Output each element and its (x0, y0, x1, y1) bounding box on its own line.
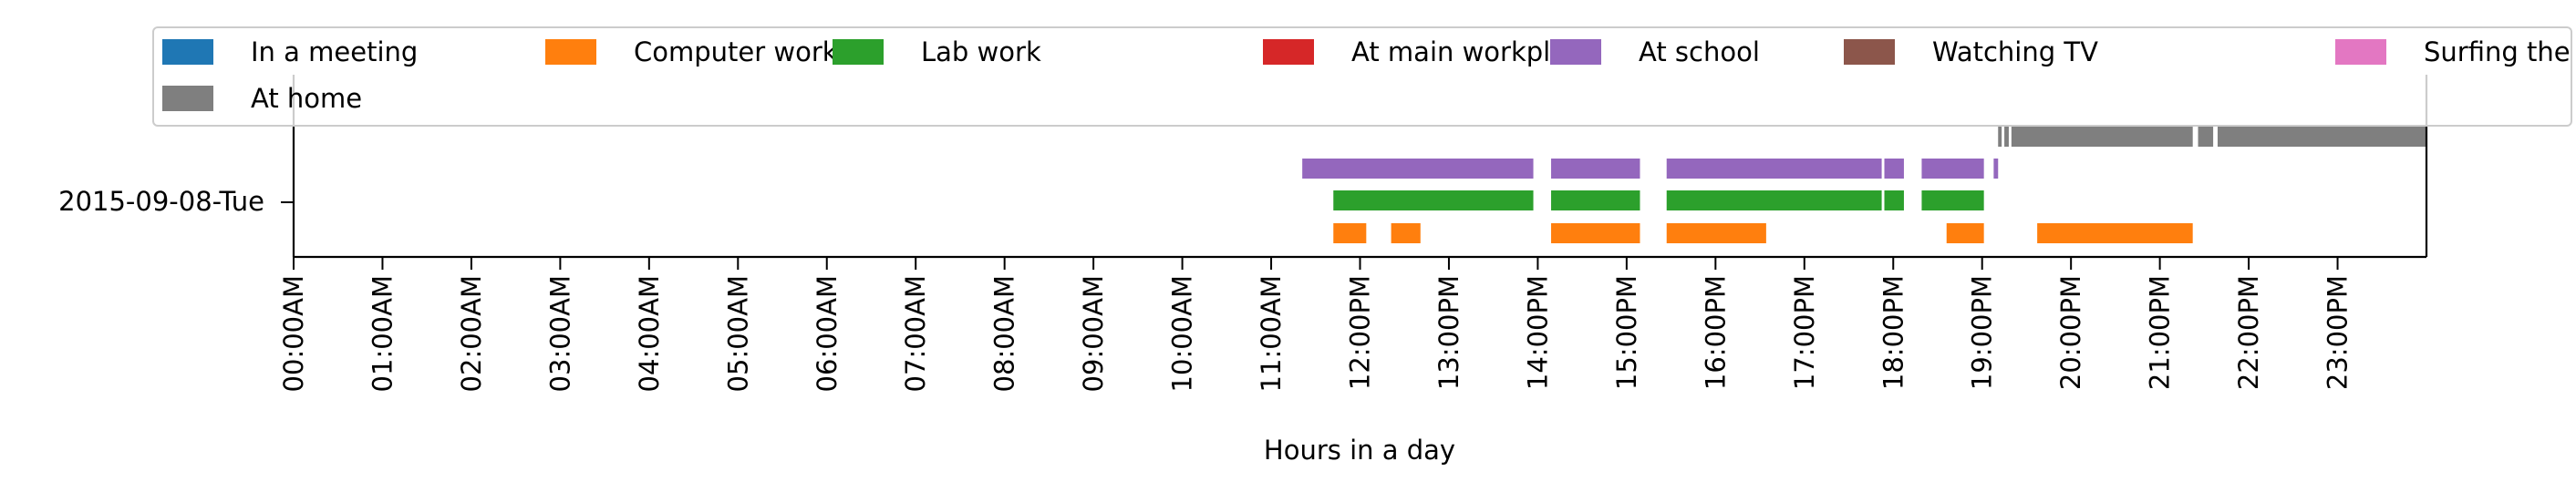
legend-frame (152, 26, 2572, 127)
x-tick-label: 18:00PM (1878, 275, 1909, 390)
legend-swatch (1844, 39, 1895, 65)
activity-bar (1666, 159, 1882, 179)
x-tick-label: 15:00PM (1611, 275, 1642, 390)
legend-item-in-a-meeting: In a meeting (162, 36, 418, 67)
legend-label: Computer work (634, 36, 838, 67)
activity-bar (1884, 159, 1904, 179)
x-tick-label: 00:00AM (278, 275, 309, 392)
legend-label: Lab work (921, 36, 1041, 67)
x-tick-label: 22:00PM (2233, 275, 2264, 390)
legend-item-computer-work: Computer work (545, 36, 838, 67)
legend-item-lab-work: Lab work (833, 36, 1041, 67)
activity-bar (1551, 159, 1640, 179)
series-lab-work (1333, 190, 1984, 210)
y-axis: 2015-09-08-Tue (58, 186, 294, 217)
x-tick-label: 01:00AM (367, 275, 398, 392)
activity-bar (1333, 223, 1367, 243)
series-at-home (1998, 127, 2426, 147)
x-tick-label: 12:00PM (1345, 275, 1376, 390)
activity-bar (1921, 190, 1984, 210)
legend-item-at-home: At home (162, 83, 362, 114)
x-tick-label: 08:00AM (989, 275, 1020, 392)
x-tick-label: 03:00AM (544, 275, 575, 392)
x-tick-label: 10:00AM (1167, 275, 1198, 392)
x-tick-label: 23:00PM (2323, 275, 2354, 390)
activity-bar (1551, 190, 1640, 210)
x-tick-label: 16:00PM (1700, 275, 1731, 390)
legend-item-watching-tv: Watching TV (1844, 36, 2098, 67)
legend-label: Watching TV (1932, 36, 2098, 67)
legend-swatch (162, 39, 213, 65)
legend-label: At home (251, 83, 362, 114)
legend-swatch (162, 86, 213, 111)
x-tick-label: 02:00AM (456, 275, 487, 392)
activity-bar (1946, 223, 1984, 243)
activity-bar (1998, 127, 2002, 147)
activity-bar (1391, 223, 1421, 243)
x-tick-label: 05:00AM (722, 275, 753, 392)
x-tick-label: 13:00PM (1433, 275, 1464, 390)
legend: In a meeting Computer work Lab work At main… (152, 26, 2576, 127)
activity-bar (1921, 159, 1984, 179)
x-tick-label: 21:00PM (2145, 275, 2176, 390)
y-tick-label: 2015-09-08-Tue (58, 186, 264, 217)
activity-bar (2037, 223, 2193, 243)
series-at-school (1302, 159, 1999, 179)
activity-bar (1884, 190, 1904, 210)
legend-swatch (833, 39, 884, 65)
activity-bar (2004, 127, 2009, 147)
x-tick-label: 17:00PM (1789, 275, 1820, 390)
legend-swatch (1263, 39, 1314, 65)
activity-bar (2011, 127, 2193, 147)
activity-bar (1666, 223, 1766, 243)
x-axis-label: Hours in a day (1264, 435, 1455, 466)
activity-bar (1333, 190, 1534, 210)
x-tick-label: 09:00AM (1078, 275, 1109, 392)
activity-bar (1302, 159, 1534, 179)
x-tick-label: 14:00PM (1522, 275, 1553, 390)
legend-swatch (2335, 39, 2386, 65)
legend-label: Surfing the internet (2424, 36, 2576, 67)
legend-swatch (545, 39, 596, 65)
series-computer-work (1333, 223, 2193, 243)
legend-swatch (1550, 39, 1601, 65)
activity-bar (1993, 159, 1999, 179)
legend-item-at-school: At school (1550, 36, 1760, 67)
x-tick-label: 07:00AM (900, 275, 931, 392)
activity-bar (2198, 127, 2214, 147)
x-tick-label: 06:00AM (812, 275, 843, 392)
activity-bars (1302, 127, 2426, 243)
activity-bar (1551, 223, 1640, 243)
x-axis: 00:00AM 01:00AM 02:00AM 03:00AM 04:00AM 05:00… (278, 257, 2354, 392)
legend-label: In a meeting (251, 36, 418, 67)
legend-item-surfing-the-internet: Surfing the internet (2335, 36, 2576, 67)
legend-item-at-main-workplace: At main workplace (1263, 36, 1598, 67)
legend-label: At school (1639, 36, 1760, 67)
x-tick-label: 11:00AM (1256, 275, 1287, 392)
x-tick-label: 04:00AM (634, 275, 665, 392)
activity-bar (1666, 190, 1882, 210)
activity-bar (2217, 127, 2426, 147)
x-tick-label: 20:00PM (2055, 275, 2086, 390)
x-tick-label: 19:00PM (1967, 275, 1998, 390)
